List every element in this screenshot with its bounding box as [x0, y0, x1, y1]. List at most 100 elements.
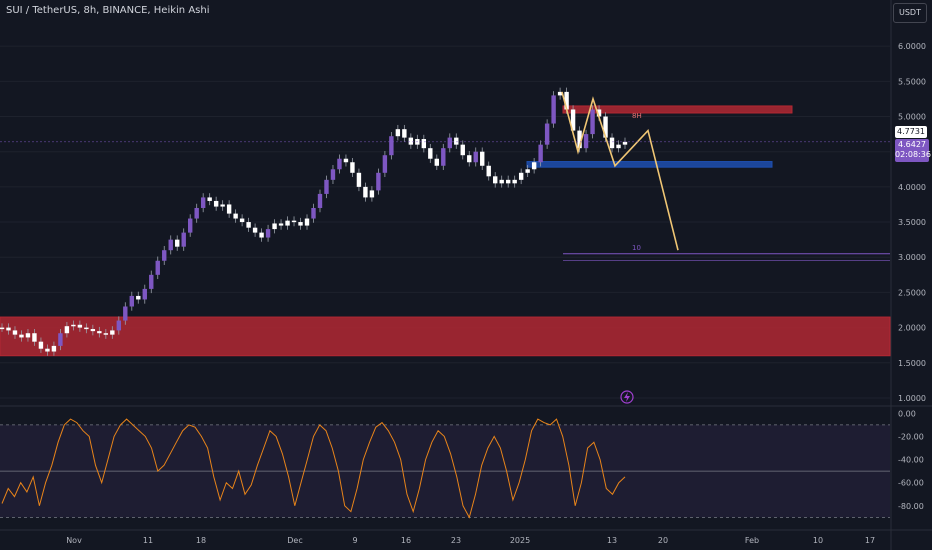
time-tick-label: Nov: [66, 536, 82, 545]
candle-body: [350, 162, 355, 173]
target-label: 10: [632, 244, 641, 252]
price-tick-label: 3.0000: [898, 253, 926, 262]
candle-body: [454, 137, 459, 145]
candle-body: [356, 172, 362, 187]
candle-body: [525, 169, 530, 173]
candle-body: [505, 179, 511, 184]
candle-body: [285, 220, 290, 226]
projection-path: [0, 91, 890, 262]
price-tick-label: 2.5000: [898, 288, 926, 297]
candle-body: [12, 330, 18, 335]
candle-body: [590, 109, 595, 135]
candle-body: [382, 155, 388, 173]
lightning-icon[interactable]: [620, 390, 634, 404]
current-price: 4.6427: [898, 140, 926, 149]
candle-body: [408, 137, 414, 145]
candle-body: [259, 232, 264, 238]
price-tick-label: 2.0000: [898, 324, 926, 333]
candle-body: [149, 274, 154, 289]
oscillator-pane: [0, 418, 890, 519]
candle-body: [311, 207, 316, 219]
candle-body: [226, 204, 232, 214]
candle-body: [200, 197, 206, 208]
price-tick-label: 1.5000: [898, 359, 926, 368]
candle-body: [278, 223, 284, 226]
candle-body: [252, 227, 258, 233]
candle-body: [265, 229, 271, 238]
oscillator-tick-label: -60.00: [898, 479, 924, 488]
candle-body: [291, 220, 297, 223]
time-tick-label: 10: [813, 536, 823, 545]
candle-body: [538, 144, 543, 163]
candle-body: [77, 324, 83, 328]
time-tick-label: 9: [352, 536, 357, 545]
candle-body: [38, 341, 44, 349]
candle-body: [272, 223, 277, 230]
current-price-badge: 4.6427 02:08:36: [895, 139, 931, 162]
candle-body: [32, 333, 37, 342]
candle-body: [304, 218, 310, 226]
candle-body: [512, 179, 517, 184]
candle-body: [460, 144, 465, 156]
time-tick-label: 2025: [510, 536, 530, 545]
candle-body: [168, 239, 173, 251]
candle-body: [246, 222, 251, 228]
candle-body: [622, 141, 628, 145]
candle-body: [90, 329, 96, 332]
bar-countdown: 02:08:36: [895, 150, 931, 159]
time-tick-label: Dec: [287, 536, 302, 545]
price-tick-label: 5.5000: [898, 77, 926, 86]
candle-body: [0, 327, 5, 330]
time-tick-label: 16: [401, 536, 411, 545]
candle-body: [187, 218, 193, 233]
candle-body: [480, 151, 485, 166]
candle-body: [162, 250, 167, 261]
candle-body: [564, 91, 569, 110]
price-tick-label: 5.0000: [898, 113, 926, 122]
candle-body: [324, 179, 329, 194]
candle-body: [395, 129, 401, 137]
candle-body: [609, 137, 615, 149]
candle-body: [343, 158, 349, 163]
candle-body: [577, 130, 582, 149]
candle-body: [181, 232, 186, 247]
currency-button[interactable]: USDT: [893, 3, 927, 23]
candles: [0, 87, 628, 356]
candle-body: [233, 213, 238, 219]
time-tick-label: 11: [143, 536, 153, 545]
candle-body: [103, 333, 109, 335]
symbol-title: SUI / TetherUS, 8h, BINANCE, Heikin Ashi: [6, 5, 210, 16]
price-tick-label: 6.0000: [898, 42, 926, 51]
price-zone: [562, 105, 793, 114]
candle-body: [220, 204, 225, 207]
candle-body: [596, 109, 602, 117]
candle-body: [570, 109, 576, 131]
time-tick-label: 23: [451, 536, 461, 545]
candle-body: [45, 348, 50, 352]
candle-body: [317, 193, 323, 208]
candle-body: [499, 179, 504, 184]
candle-body: [129, 295, 134, 307]
candle-body: [97, 331, 102, 334]
last-price-badge: 4.7731: [895, 126, 927, 138]
candle-body: [298, 222, 303, 226]
axes: 6.00005.50005.00004.50004.00003.50003.00…: [66, 42, 926, 545]
candle-body: [116, 320, 122, 331]
candle-body: [337, 158, 342, 170]
time-tick-label: 18: [196, 536, 206, 545]
candle-body: [603, 116, 608, 138]
projection-line: [561, 91, 679, 251]
candle-body: [557, 91, 563, 96]
candle-body: [64, 326, 70, 334]
candle-body: [58, 333, 63, 346]
candle-body: [207, 197, 212, 201]
candle-body: [531, 162, 537, 170]
oscillator-tick-label: -80.00: [898, 502, 924, 511]
candle-body: [434, 158, 440, 166]
price-tick-label: 4.0000: [898, 183, 926, 192]
candle-body: [84, 327, 89, 330]
candle-body: [518, 172, 524, 180]
candle-body: [616, 144, 621, 149]
